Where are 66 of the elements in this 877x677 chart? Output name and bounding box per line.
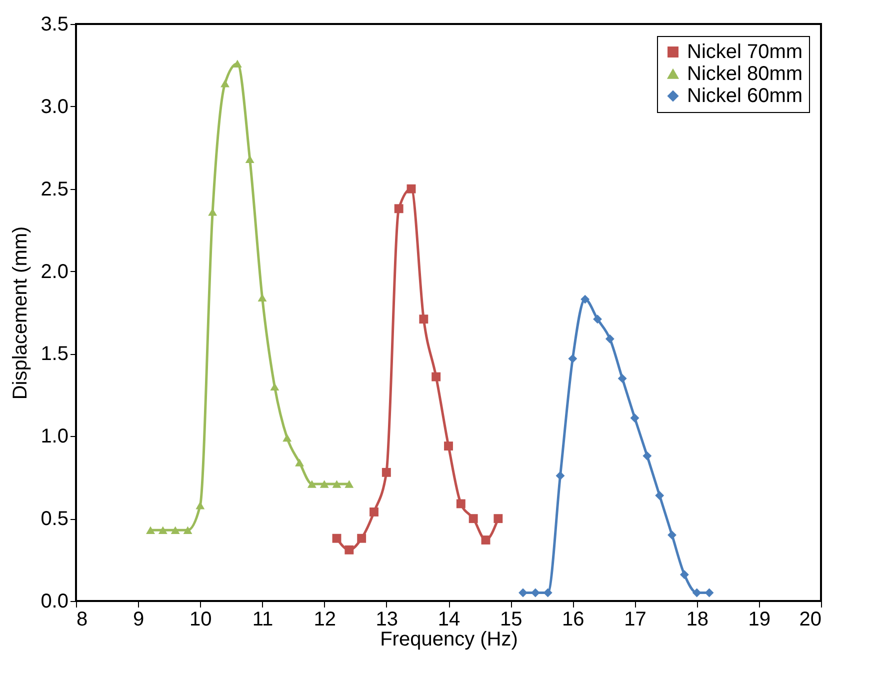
point [568, 354, 578, 364]
x-tick-label: 11 [252, 608, 274, 630]
point [432, 372, 441, 382]
point [456, 499, 466, 508]
point [494, 514, 503, 524]
point [270, 382, 280, 391]
point [419, 314, 428, 324]
point [196, 502, 205, 510]
y-axis-title: Displacement (mm) [10, 226, 32, 400]
x-tick-label: 20 [799, 608, 822, 630]
point [468, 514, 478, 524]
legend-label: Nickel 80mm [687, 63, 803, 85]
x-tick-label: 17 [624, 608, 646, 630]
x-axis-title: Frequency (Hz) [380, 628, 518, 650]
x-tick-label: 13 [376, 608, 398, 630]
y-tick-label: 0.0 [40, 590, 68, 612]
point [344, 545, 354, 554]
y-tick-label: 3.0 [40, 96, 68, 118]
point [332, 534, 342, 543]
point [170, 526, 180, 534]
point [382, 468, 391, 477]
point [481, 536, 490, 544]
y-tick-label: 2.5 [40, 178, 68, 200]
point [183, 526, 192, 534]
x-tick-label: 8 [76, 608, 88, 630]
y-tick-label: 2.0 [40, 260, 68, 283]
point [605, 334, 614, 344]
point [394, 204, 404, 214]
x-tick-label: 16 [562, 608, 584, 630]
point [220, 79, 230, 88]
point [680, 570, 689, 580]
point [444, 442, 453, 451]
y-tick-label: 3.5 [40, 14, 68, 36]
legend-label: Nickel 70mm [687, 41, 803, 63]
x-tick-label: 10 [190, 608, 212, 630]
point [232, 60, 242, 68]
point [146, 526, 155, 534]
point [580, 294, 590, 304]
point [357, 534, 366, 543]
x-tick-label: 14 [438, 608, 460, 630]
point [518, 588, 528, 598]
x-tick-label: 18 [686, 608, 708, 630]
point [158, 526, 168, 534]
point [332, 480, 342, 488]
point [642, 451, 652, 460]
y-tick-label: 0.5 [40, 508, 68, 530]
x-tick-label: 19 [748, 608, 771, 630]
point [320, 480, 329, 488]
point [556, 471, 565, 480]
x-tick-label: 12 [314, 608, 336, 630]
point [668, 530, 676, 540]
point [344, 480, 354, 488]
point [370, 508, 378, 516]
y-tick-label: 1.5 [40, 343, 68, 366]
point [655, 491, 664, 500]
x-tick-label: 9 [133, 608, 144, 630]
point [406, 184, 416, 194]
point [282, 434, 292, 442]
point [618, 374, 627, 383]
point [593, 314, 602, 324]
point [630, 414, 640, 422]
y-tick-label: 1.0 [40, 426, 68, 448]
legend-label: Nickel 60mm [687, 85, 803, 107]
point [307, 480, 316, 488]
point [295, 458, 304, 466]
x-tick-label: 15 [500, 608, 522, 630]
